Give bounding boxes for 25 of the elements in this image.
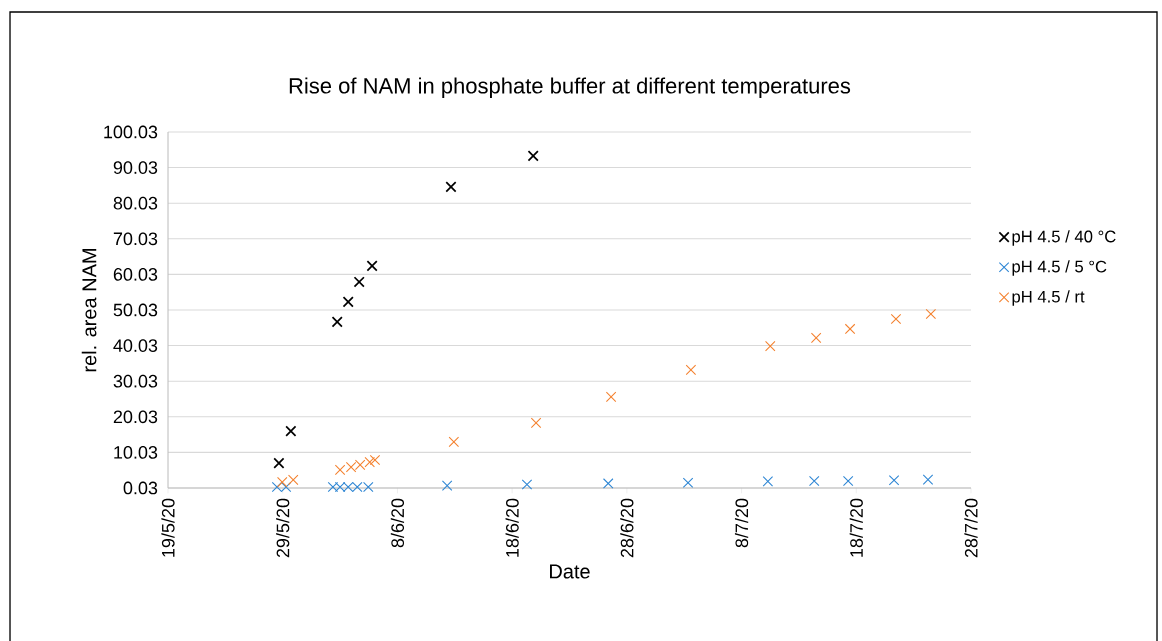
x-tick-label: 8/6/20 xyxy=(390,498,405,548)
x-tick-label: 28/7/20 xyxy=(964,498,978,558)
x-tick-label: 19/5/20 xyxy=(161,498,175,557)
chart-title: Rise of NAM in phosphate buffer at different temperatures xyxy=(289,77,851,98)
y-tick-label: 20.03 xyxy=(113,410,158,424)
x-tick-label: 28/6/20 xyxy=(620,498,634,558)
x-tick-label: 29/5/20 xyxy=(276,498,290,558)
x-tick-label: 18/6/20 xyxy=(505,498,519,557)
y-tick-label: 50.03 xyxy=(113,303,158,317)
y-tick-label: 80.03 xyxy=(113,196,158,210)
x-axis-title: Date xyxy=(550,564,590,579)
legend-label: pH 4.5 / 5 °C xyxy=(1012,260,1107,276)
y-tick-label: 30.03 xyxy=(113,374,158,388)
x-tick-label: 18/7/20 xyxy=(849,498,863,557)
y-tick-label: 40.03 xyxy=(113,339,158,352)
y-tick-label: 90.03 xyxy=(113,161,158,174)
y-tick-label: 70.03 xyxy=(113,232,158,246)
y-tick-label: 10.03 xyxy=(114,446,158,459)
legend-label: pH 4.5 / 40 °C xyxy=(1012,230,1116,246)
y-tick-label: 0.03 xyxy=(123,481,158,495)
y-tick-label: 100.03 xyxy=(104,125,158,139)
legend-label: pH 4.5 / rt xyxy=(1012,290,1085,306)
y-axis-title: rel. area NAM xyxy=(81,249,97,372)
x-tick-label: 8/7/20 xyxy=(734,498,749,548)
y-tick-label: 60.03 xyxy=(113,268,158,281)
